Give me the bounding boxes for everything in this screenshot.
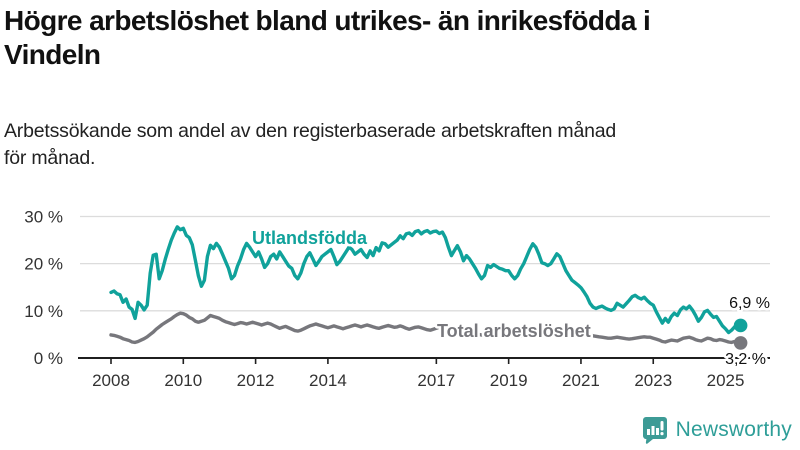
y-tick-label-20: 20 % [24,255,63,274]
end-dot-utlandsfodda [733,318,748,333]
chart-subtitle: Arbetssökande som andel av den registerb… [4,120,617,169]
line-utlandsfodda [109,225,743,335]
newsworthy-wordmark: Newsworthy [675,418,792,441]
y-tick-label-30: 30 % [24,207,63,226]
x-tick-label-2021: 2021 [562,371,600,390]
x-tick-label-2019: 2019 [490,371,528,390]
label-total-arbetsloshet: Total arbetslöshet [437,321,591,341]
line-total [109,311,743,345]
page-title: Högre arbetslöshet bland utrikes- än inr… [4,5,651,71]
x-tick-label-2014: 2014 [309,371,347,390]
series-lines [109,225,743,345]
end-value-utlandsfodda: 6,9 % [729,295,770,312]
x-tick-label-2012: 2012 [237,371,275,390]
x-axis [78,357,770,364]
x-tick-label-2023: 2023 [634,371,672,390]
label-utlandsfodda: Utlandsfödda [252,228,368,248]
x-tick-label-2008: 2008 [92,371,130,390]
end-value-total: 3,2 % [725,351,766,368]
newsworthy-logo[interactable]: Newsworthy [642,416,792,444]
end-dot-total [733,336,748,350]
y-tick-label-0: 0 % [34,349,63,368]
x-tick-label-2010: 2010 [164,371,202,390]
series-annotations: Utlandsfödda Total arbetslöshet 6,9 % 3,2 % [250,226,773,371]
y-tick-label-10: 10 % [24,302,63,321]
x-tick-label-2017: 2017 [417,371,455,390]
x-tick-label-2025: 2025 [707,371,745,390]
newsworthy-bubble-icon [642,417,667,444]
axis-tick-labels: 0 % 10 % 20 % 30 % 2008 2010 2012 2014 2017 2019 2… [24,207,744,390]
